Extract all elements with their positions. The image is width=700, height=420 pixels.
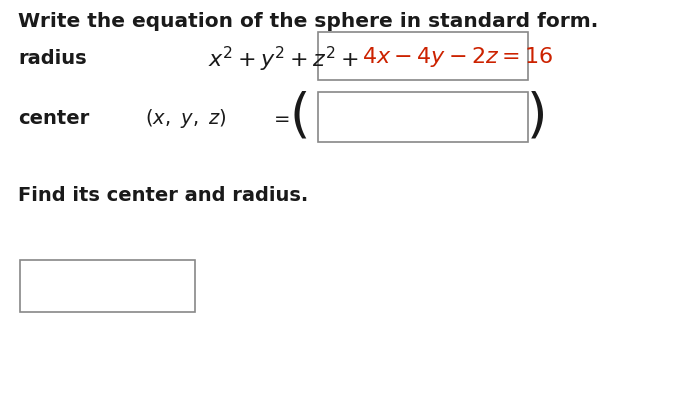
- Bar: [318, 32, 528, 80]
- Text: Find its center and radius.: Find its center and radius.: [18, 186, 308, 205]
- Text: $=$: $=$: [270, 108, 290, 128]
- Text: ): ): [526, 91, 547, 143]
- Text: center: center: [18, 108, 90, 128]
- Text: $4x - 4y - 2z = 16$: $4x - 4y - 2z = 16$: [362, 45, 553, 69]
- Text: (: (: [290, 91, 310, 143]
- Text: Write the equation of the sphere in standard form.: Write the equation of the sphere in stan…: [18, 12, 598, 31]
- Bar: [20, 260, 195, 312]
- Text: radius: radius: [18, 48, 87, 68]
- Bar: [318, 92, 528, 142]
- Text: $x^2 + y^2 + z^2 + $: $x^2 + y^2 + z^2 + $: [208, 45, 358, 74]
- Text: $(x,\ y,\ z)$: $(x,\ y,\ z)$: [145, 107, 227, 129]
